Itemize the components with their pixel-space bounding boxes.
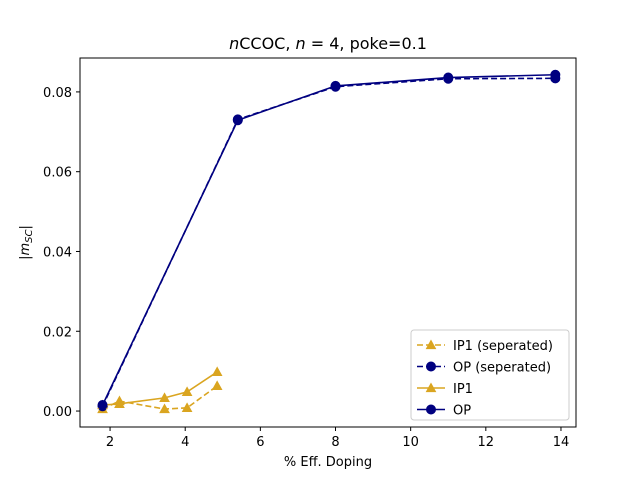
x-tick-label: 4 — [181, 435, 189, 450]
legend: IP1 (seperated) OP (seperated) IP1 OP — [410, 329, 570, 421]
x-tick-label: 10 — [402, 435, 419, 450]
data-point — [159, 403, 170, 414]
x-axis-label: % Eff. Doping — [284, 455, 372, 470]
x-tick-label: 8 — [331, 435, 339, 450]
legend-entry: IP1 — [417, 382, 473, 397]
y-tick-label: 0.02 — [43, 325, 72, 340]
legend-label: OP — [453, 404, 471, 419]
data-point — [330, 80, 341, 91]
y-tick-label: 0.06 — [43, 166, 72, 181]
legend-marker — [426, 361, 436, 372]
data-point — [211, 380, 223, 391]
x-tick-label: 12 — [478, 435, 495, 450]
legend-label: OP (seperated) — [453, 361, 551, 376]
x-tick-label: 14 — [553, 435, 570, 450]
series-3 — [97, 69, 561, 411]
x-tick-label: 2 — [106, 435, 114, 450]
data-point — [181, 386, 193, 396]
legend-label: IP1 (seperated) — [453, 339, 553, 354]
data-point — [232, 115, 243, 126]
y-axis-label: |mSC| — [18, 225, 35, 260]
data-point — [159, 392, 170, 402]
legend-marker — [425, 382, 437, 393]
series-0 — [97, 380, 223, 414]
chart-title: nCCOC, n = 4, poke=0.1 — [229, 34, 427, 53]
legend-box — [410, 329, 570, 421]
svg-text:nCCOC, n = 4, poke=0.1: nCCOC, n = 4, poke=0.1 — [229, 34, 427, 53]
data-point — [550, 69, 561, 80]
legend-entry: IP1 (seperated) — [417, 339, 553, 354]
axes-frame — [79, 57, 577, 428]
y-tick-label: 0.00 — [43, 405, 72, 420]
data-point — [97, 400, 108, 411]
x-tick-label: 6 — [256, 435, 264, 450]
data-point — [443, 72, 454, 83]
series-layer — [97, 69, 561, 414]
data-point — [114, 398, 125, 408]
ticks-layer: 2 4 6 8 10 12 14 0.00 0.02 0.04 0.06 0.08 — [43, 86, 569, 450]
legend-marker — [426, 404, 436, 415]
y-tick-label: 0.04 — [43, 245, 72, 260]
legend-marker — [425, 339, 437, 350]
legend-entry: OP (seperated) — [417, 361, 551, 376]
svg-text:|mSC|: |mSC| — [18, 225, 35, 260]
data-point — [181, 402, 193, 412]
legend-label: IP1 — [453, 382, 473, 397]
data-point — [211, 366, 223, 377]
y-tick-label: 0.08 — [43, 86, 72, 101]
legend-entry: OP — [417, 404, 471, 419]
